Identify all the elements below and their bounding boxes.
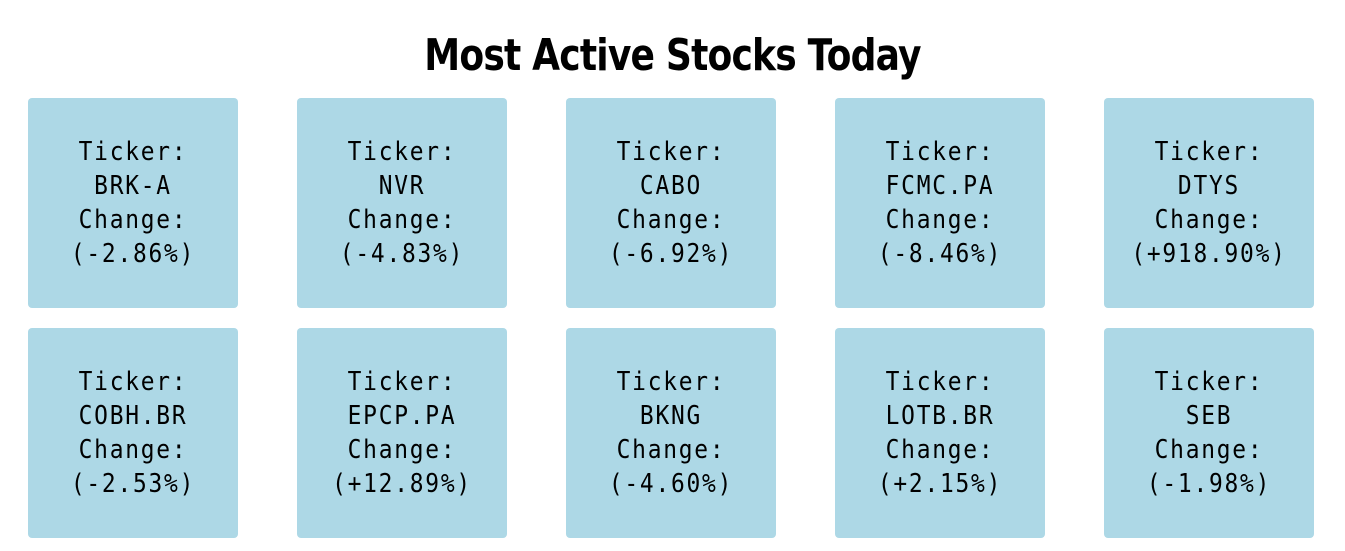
change-label: Change: <box>616 205 726 235</box>
stock-card: Ticker: COBH.BR Change: (-2.53%) <box>28 328 238 538</box>
ticker-symbol: BRK-A <box>94 171 172 201</box>
ticker-symbol: NVR <box>378 171 426 201</box>
ticker-symbol: CABO <box>639 171 703 201</box>
stock-card-text: Ticker: LOTB.BR Change: (+2.15%) <box>860 365 1020 501</box>
ticker-label: Ticker: <box>1154 367 1264 397</box>
change-value: (-8.46%) <box>877 239 1003 269</box>
ticker-symbol: EPCP.PA <box>347 401 457 431</box>
change-label: Change: <box>1154 205 1264 235</box>
change-value: (+2.15%) <box>877 469 1003 499</box>
stock-card-text: Ticker: DTYS Change: (+918.90%) <box>1129 135 1289 271</box>
change-label: Change: <box>1154 435 1264 465</box>
stock-card: Ticker: BKNG Change: (-4.60%) <box>566 328 776 538</box>
stock-card-text: Ticker: CABO Change: (-6.92%) <box>591 135 751 271</box>
stock-card: Ticker: FCMC.PA Change: (-8.46%) <box>835 98 1045 308</box>
change-label: Change: <box>347 205 457 235</box>
stock-card-text: Ticker: SEB Change: (-1.98%) <box>1129 365 1289 501</box>
stock-card-text: Ticker: EPCP.PA Change: (+12.89%) <box>322 365 482 501</box>
ticker-label: Ticker: <box>616 367 726 397</box>
change-value: (-1.98%) <box>1146 469 1272 499</box>
stock-grid: Ticker: BRK-A Change: (-2.86%) Ticker: N… <box>28 98 1314 538</box>
change-label: Change: <box>78 205 188 235</box>
stock-card: Ticker: DTYS Change: (+918.90%) <box>1104 98 1314 308</box>
stock-card-text: Ticker: COBH.BR Change: (-2.53%) <box>53 365 213 501</box>
ticker-symbol: SEB <box>1185 401 1233 431</box>
ticker-symbol: LOTB.BR <box>885 401 995 431</box>
ticker-label: Ticker: <box>78 137 188 167</box>
stock-card-text: Ticker: FCMC.PA Change: (-8.46%) <box>860 135 1020 271</box>
change-value: (-4.60%) <box>608 469 734 499</box>
change-value: (+918.90%) <box>1131 239 1287 269</box>
ticker-label: Ticker: <box>616 137 726 167</box>
change-label: Change: <box>347 435 457 465</box>
change-value: (-2.53%) <box>70 469 196 499</box>
ticker-symbol: DTYS <box>1177 171 1241 201</box>
stock-card: Ticker: BRK-A Change: (-2.86%) <box>28 98 238 308</box>
ticker-label: Ticker: <box>347 367 457 397</box>
ticker-label: Ticker: <box>885 137 995 167</box>
change-value: (-4.83%) <box>339 239 465 269</box>
stock-card: Ticker: SEB Change: (-1.98%) <box>1104 328 1314 538</box>
stock-card: Ticker: LOTB.BR Change: (+2.15%) <box>835 328 1045 538</box>
change-value: (-6.92%) <box>608 239 734 269</box>
stock-card: Ticker: NVR Change: (-4.83%) <box>297 98 507 308</box>
stock-card: Ticker: CABO Change: (-6.92%) <box>566 98 776 308</box>
ticker-label: Ticker: <box>347 137 457 167</box>
page-title: Most Active Stocks Today <box>424 30 921 81</box>
stock-card-text: Ticker: NVR Change: (-4.83%) <box>322 135 482 271</box>
change-label: Change: <box>885 435 995 465</box>
change-value: (-2.86%) <box>70 239 196 269</box>
ticker-label: Ticker: <box>1154 137 1264 167</box>
ticker-label: Ticker: <box>885 367 995 397</box>
ticker-symbol: COBH.BR <box>78 401 188 431</box>
change-label: Change: <box>78 435 188 465</box>
ticker-label: Ticker: <box>78 367 188 397</box>
ticker-symbol: BKNG <box>639 401 703 431</box>
ticker-symbol: FCMC.PA <box>885 171 995 201</box>
change-label: Change: <box>885 205 995 235</box>
stock-card-text: Ticker: BKNG Change: (-4.60%) <box>591 365 751 501</box>
change-value: (+12.89%) <box>332 469 472 499</box>
change-label: Change: <box>616 435 726 465</box>
stock-card: Ticker: EPCP.PA Change: (+12.89%) <box>297 328 507 538</box>
stock-card-text: Ticker: BRK-A Change: (-2.86%) <box>53 135 213 271</box>
